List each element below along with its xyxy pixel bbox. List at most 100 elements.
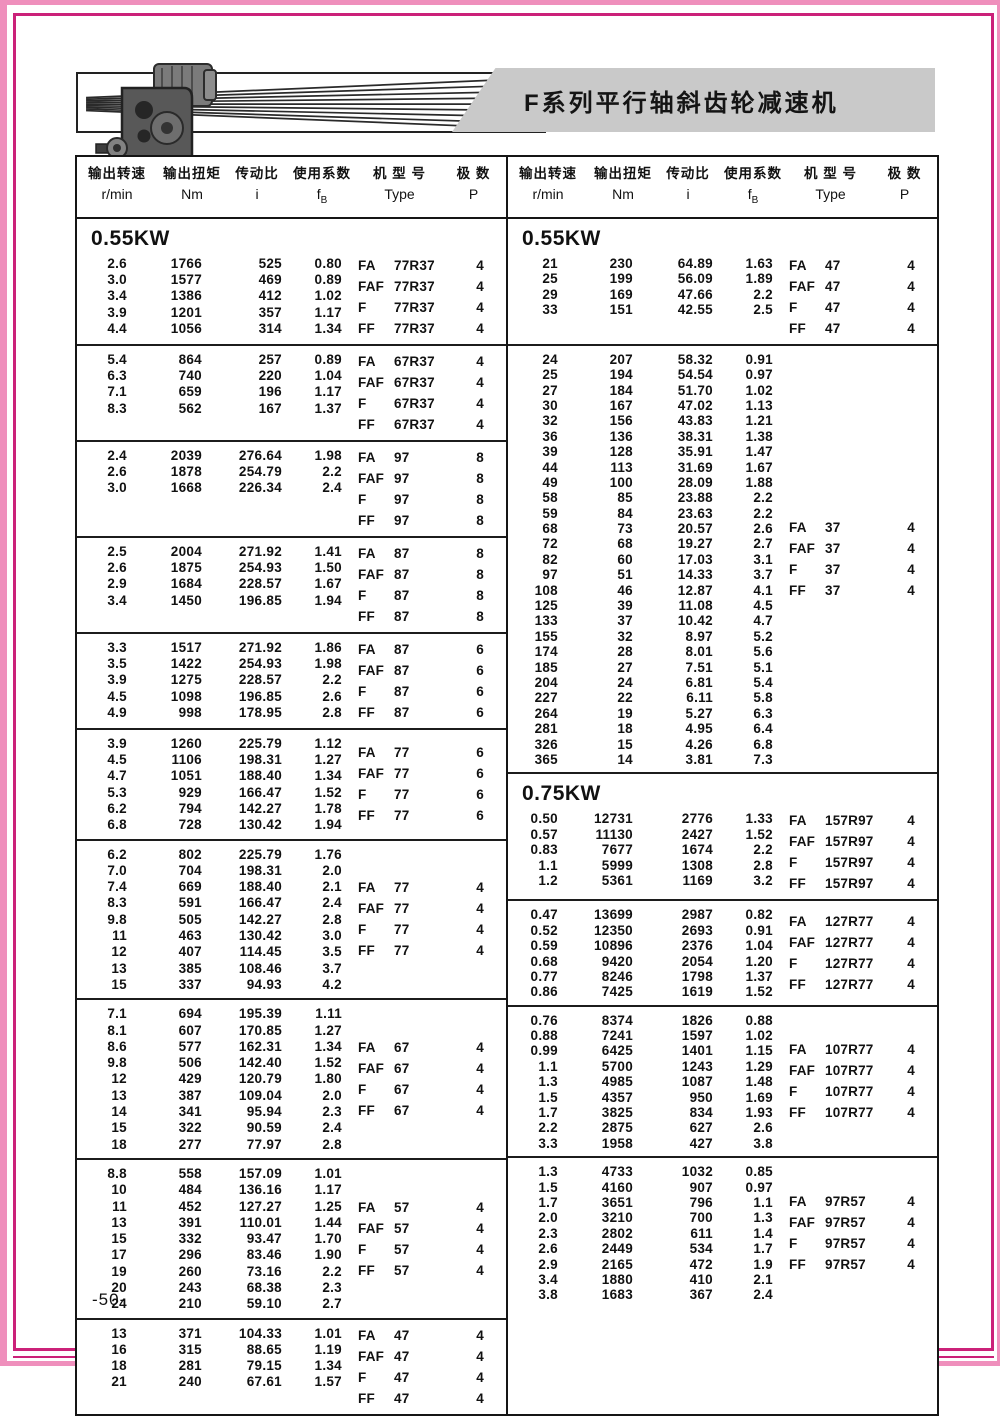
ratio-value: 254.79 xyxy=(238,464,282,480)
torque-value: 5999 xyxy=(601,857,633,873)
service-factor-value: 1.90 xyxy=(314,1247,342,1263)
table-row: 227 22 6.11 5.8 xyxy=(508,690,789,705)
torque-value: 15 xyxy=(617,736,633,752)
torque-value: 7425 xyxy=(601,984,633,1000)
speed-value: 39 xyxy=(542,444,558,460)
torque-value: 156 xyxy=(609,413,633,429)
torque-value: 2875 xyxy=(601,1120,633,1136)
table-row: 9.8 506 142.40 1.52 xyxy=(77,1055,358,1071)
service-factor-value: 1.48 xyxy=(745,1074,773,1090)
model-type-row: F 57 4 xyxy=(358,1239,506,1260)
torque-value: 2004 xyxy=(170,543,202,559)
table-row: 44 113 31.69 1.67 xyxy=(508,460,789,475)
table-row: 4.4 1056 314 1.34 xyxy=(77,321,358,337)
ratio-value: 42.55 xyxy=(677,301,713,317)
speed-value: 68 xyxy=(542,521,558,537)
service-factor-value: 1.12 xyxy=(314,735,342,751)
ratio-value: 142.27 xyxy=(238,800,282,816)
service-factor-value: 1.69 xyxy=(745,1089,773,1105)
ratio-value: 410 xyxy=(689,1271,713,1287)
service-factor-value: 1.34 xyxy=(314,768,342,784)
table-row: 21 240 67.61 1.57 xyxy=(77,1374,358,1390)
table-row: 58 85 23.88 2.2 xyxy=(508,490,789,505)
ratio-value: 257 xyxy=(258,351,282,367)
model-type-row: FA 157R97 4 xyxy=(789,810,937,831)
table-row: 16 315 88.65 1.19 xyxy=(77,1342,358,1358)
col-model: 机 型 号 Type xyxy=(803,166,857,202)
speed-value: 3.0 xyxy=(107,480,127,496)
service-factor-value: 1.89 xyxy=(745,271,773,287)
service-factor-value: 1.63 xyxy=(745,255,773,271)
table-row: 19 260 73.16 2.2 xyxy=(77,1264,358,1280)
spec-block: 0.55KW 2.6 1766 525 0.80 3.0 1577 469 0.89 3.4 138… xyxy=(77,219,506,344)
torque-value: 4733 xyxy=(601,1164,633,1180)
speed-value: 0.59 xyxy=(530,938,558,954)
poles-value: 4 xyxy=(907,541,915,557)
title-banner: F系列平行轴斜齿轮减速机 xyxy=(452,68,935,132)
speed-value: 4.7 xyxy=(107,768,127,784)
speed-value: 18 xyxy=(111,1136,127,1152)
service-factor-value: 2.2 xyxy=(753,842,773,858)
model-type-row: F 37 4 xyxy=(789,559,937,580)
model-type-name: F 77 xyxy=(358,787,410,803)
torque-value: 1684 xyxy=(170,576,202,592)
speed-value: 8.6 xyxy=(107,1038,127,1054)
table-row: 8.3 591 166.47 2.4 xyxy=(77,895,358,911)
torque-value: 1056 xyxy=(170,320,202,336)
ratio-value: 196 xyxy=(258,384,282,400)
torque-value: 37 xyxy=(617,613,633,629)
ratio-value: 6.81 xyxy=(685,675,713,690)
poles-value: 8 xyxy=(476,449,484,465)
model-type-name: F 157R97 xyxy=(789,855,874,871)
ratio-value: 1619 xyxy=(681,984,713,1000)
poles-value: 4 xyxy=(476,1220,484,1236)
service-factor-value: 1.3 xyxy=(753,1210,773,1226)
service-factor-value: 3.7 xyxy=(322,960,342,976)
model-type-name: FF 87 xyxy=(358,608,410,624)
ratio-value: 4.26 xyxy=(685,736,713,752)
speed-value: 12 xyxy=(111,944,127,960)
speed-value: 8.1 xyxy=(107,1022,127,1038)
service-factor-value: 1.27 xyxy=(314,1022,342,1038)
table-row: 3.9 1260 225.79 1.12 xyxy=(77,736,358,752)
service-factor-value: 2.2 xyxy=(753,490,773,506)
table-row: 125 39 11.08 4.5 xyxy=(508,598,789,613)
table-row: 6.2 794 142.27 1.78 xyxy=(77,801,358,817)
service-factor-value: 5.6 xyxy=(753,644,773,660)
torque-value: 4357 xyxy=(601,1089,633,1105)
torque-value: 802 xyxy=(178,846,202,862)
ratio-value: 1308 xyxy=(681,857,713,873)
ratio-value: 59.10 xyxy=(246,1296,282,1312)
col-output-torque: 输出扭矩 Nm xyxy=(594,166,652,202)
speed-value: 7.0 xyxy=(107,862,127,878)
model-type-name: FF 77 xyxy=(358,808,410,824)
table-row: 12 407 114.45 3.5 xyxy=(77,944,358,960)
model-type-row: FF 127R77 4 xyxy=(789,974,937,995)
torque-value: 1958 xyxy=(601,1135,633,1151)
torque-value: 136 xyxy=(609,428,633,444)
service-factor-value: 0.97 xyxy=(745,1179,773,1195)
model-type-name: FA 87 xyxy=(358,545,410,561)
poles-value: 4 xyxy=(907,876,915,892)
service-factor-value: 1.4 xyxy=(753,1225,773,1241)
speed-value: 7.1 xyxy=(107,384,127,400)
torque-value: 577 xyxy=(178,1038,202,1054)
speed-value: 1.7 xyxy=(538,1194,558,1210)
model-type-name: FF 47 xyxy=(358,1390,410,1406)
table-row: 0.83 7677 1674 2.2 xyxy=(508,842,789,857)
speed-value: 0.52 xyxy=(530,922,558,938)
service-factor-value: 2.5 xyxy=(753,301,773,317)
torque-value: 128 xyxy=(609,444,633,460)
table-header-left: 输出转速 r/min 输出扭矩 Nm 传动比 i 使用系数 fB 机 型 号 Type 极… xyxy=(77,157,506,217)
torque-value: 1683 xyxy=(601,1287,633,1303)
speed-value: 1.5 xyxy=(538,1089,558,1105)
speed-value: 11 xyxy=(112,1198,127,1214)
torque-value: 167 xyxy=(609,397,633,413)
service-factor-value: 2.0 xyxy=(322,1087,342,1103)
table-header: 输出转速 r/min 输出扭矩 Nm 传动比 i 使用系数 fB 机 型 号 Type 极… xyxy=(77,157,937,219)
table-row: 8.1 607 170.85 1.27 xyxy=(77,1023,358,1039)
table-row: 9.8 505 142.27 2.8 xyxy=(77,912,358,928)
model-type-list: FA 127R77 4 FAF 127R77 4 F 127R77 4 FF 127R77 4 xyxy=(789,906,937,999)
torque-value: 341 xyxy=(178,1104,202,1120)
torque-value: 463 xyxy=(178,928,202,944)
